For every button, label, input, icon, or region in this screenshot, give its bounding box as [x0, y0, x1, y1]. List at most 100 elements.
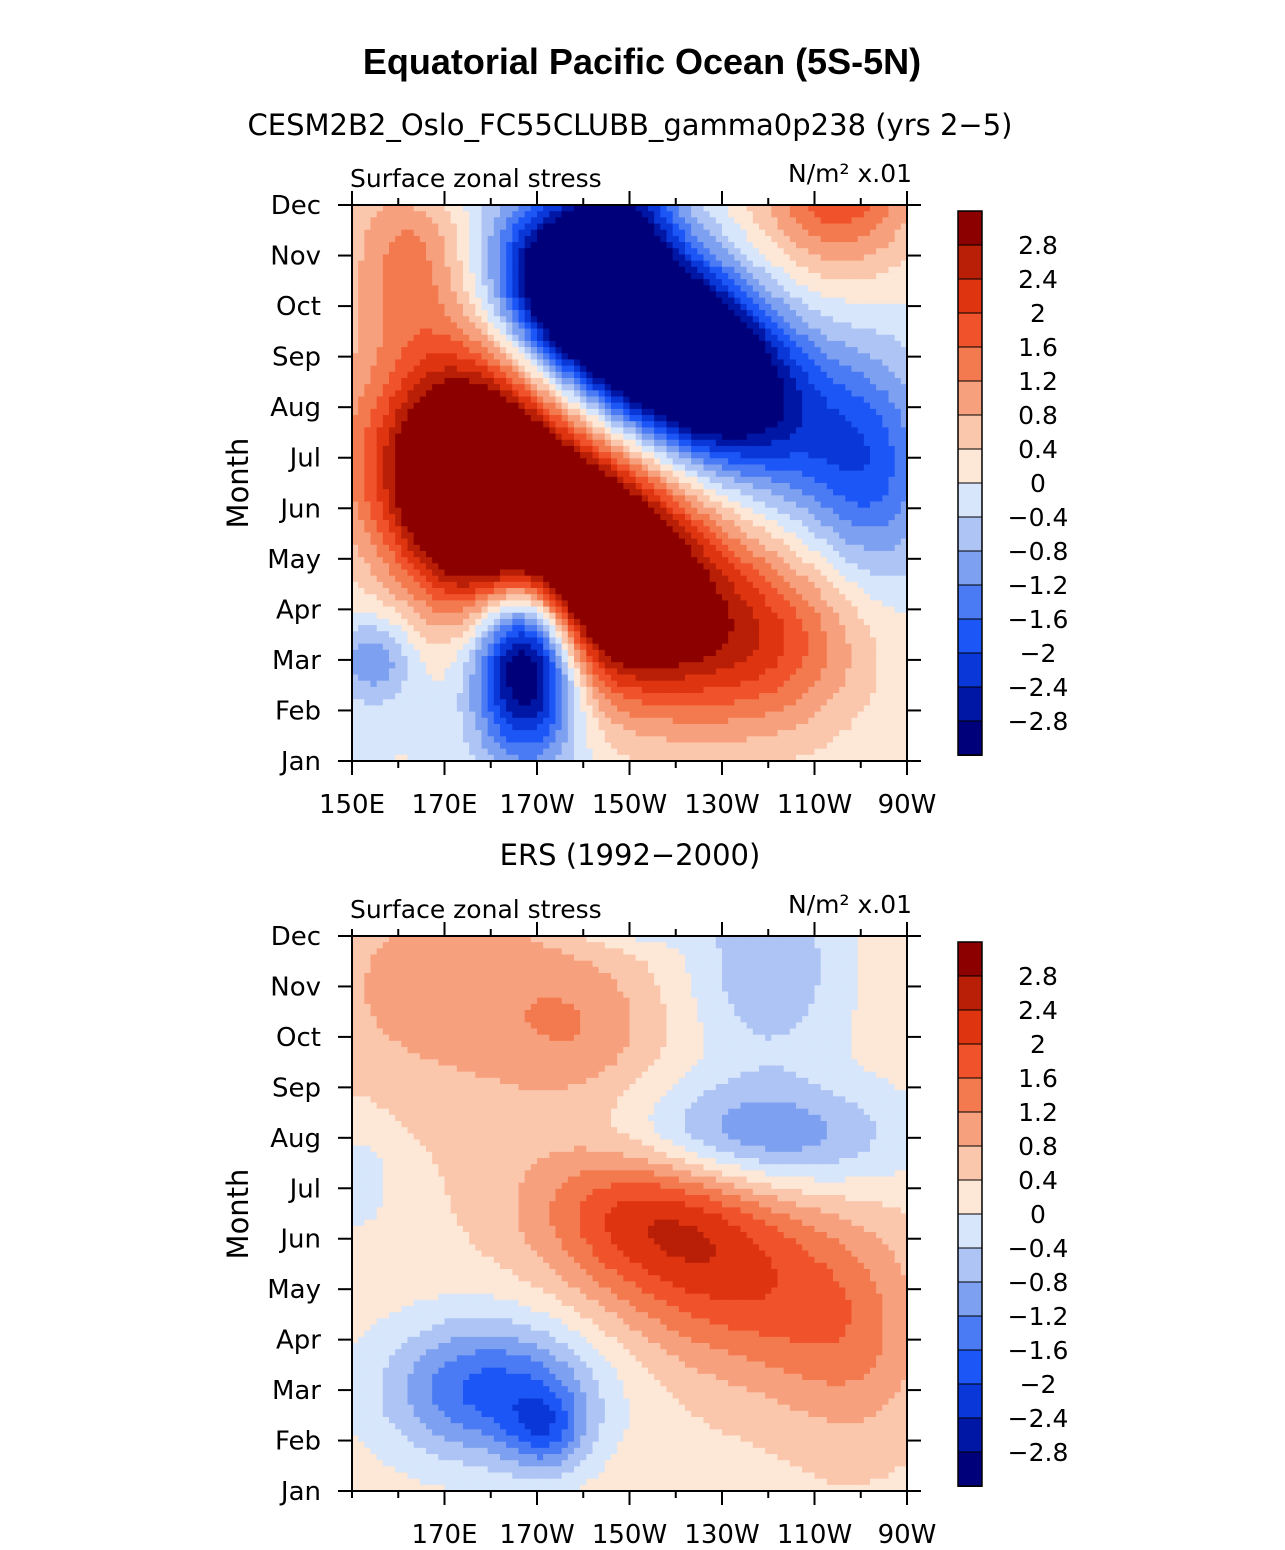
- field-cell: [518, 507, 526, 515]
- field-cell: [685, 680, 692, 688]
- field-cell: [574, 513, 581, 521]
- field-cell: [524, 260, 532, 268]
- field-cell: [641, 421, 649, 428]
- field-cell: [382, 291, 390, 299]
- field-cell: [401, 291, 409, 299]
- field-cell: [500, 328, 507, 336]
- field-cell: [506, 526, 513, 534]
- field-cell: [543, 489, 550, 496]
- field-cell: [623, 272, 631, 280]
- field-cell: [352, 699, 359, 706]
- field-cell: [475, 520, 483, 527]
- field-cell: [512, 279, 520, 286]
- field-cell: [407, 532, 415, 540]
- field-cell: [493, 723, 501, 731]
- field-cell: [401, 205, 409, 212]
- field-cell: [654, 723, 661, 731]
- field-cell: [543, 637, 550, 645]
- field-cell: [370, 674, 378, 682]
- field-cell: [382, 439, 390, 447]
- field-cell: [475, 303, 483, 311]
- field-cell: [493, 711, 501, 719]
- field-cell: [555, 340, 563, 348]
- field-cell: [419, 717, 427, 725]
- field-cell: [395, 229, 402, 237]
- field-cell: [481, 606, 489, 614]
- field-cell: [444, 662, 452, 669]
- field-cell: [456, 606, 464, 614]
- field-cell: [586, 390, 594, 398]
- field-cell: [493, 606, 501, 614]
- field-cell: [401, 316, 409, 323]
- field-cell: [604, 662, 612, 669]
- field-cell: [685, 489, 692, 496]
- field-cell: [389, 532, 396, 540]
- field-cell: [376, 711, 384, 719]
- field-cell: [641, 618, 649, 626]
- field-cell: [518, 390, 526, 398]
- field-cell: [389, 334, 396, 342]
- field-cell: [648, 458, 655, 466]
- field-cell: [463, 266, 470, 274]
- field-cell: [537, 495, 544, 503]
- field-cell: [469, 452, 476, 459]
- field-cell: [530, 291, 538, 299]
- field-cell: [685, 730, 692, 737]
- field-cell: [463, 421, 470, 428]
- field-cell: [543, 340, 550, 348]
- field-cell: [580, 340, 587, 348]
- field-cell: [426, 396, 433, 404]
- field-cell: [592, 736, 600, 744]
- field-cell: [549, 563, 557, 571]
- field-cell: [648, 606, 655, 614]
- field-cell: [592, 723, 600, 731]
- field-cell: [604, 618, 612, 626]
- field-cell: [481, 217, 489, 225]
- field-cell: [641, 464, 649, 472]
- field-cell: [419, 631, 427, 639]
- field-cell: [352, 686, 359, 694]
- field-cell: [635, 464, 643, 472]
- field-cell: [407, 674, 415, 682]
- field-cell: [376, 334, 384, 342]
- field-cell: [666, 211, 674, 218]
- field-cell: [555, 748, 563, 756]
- field-cell: [567, 415, 575, 422]
- field-cell: [438, 507, 446, 515]
- field-cell: [574, 723, 581, 731]
- field-cell: [487, 402, 495, 410]
- field-cell: [629, 211, 637, 218]
- field-cell: [463, 427, 470, 435]
- field-cell: [419, 458, 427, 466]
- field-cell: [629, 662, 637, 669]
- field-cell: [352, 205, 359, 212]
- field-cell: [450, 668, 458, 676]
- field-cell: [469, 730, 476, 737]
- field-cell: [401, 532, 409, 540]
- field-cell: [407, 297, 415, 305]
- field-cell: [426, 316, 433, 323]
- field-cell: [401, 470, 409, 478]
- field-cell: [500, 680, 507, 688]
- field-cell: [364, 693, 372, 700]
- field-cell: [580, 458, 587, 466]
- field-cell: [358, 501, 365, 509]
- field-cell: [444, 365, 452, 373]
- field-cell: [543, 606, 550, 614]
- field-cell: [567, 279, 575, 286]
- field-cell: [432, 452, 439, 459]
- field-cell: [500, 427, 507, 435]
- field-cell: [512, 730, 520, 737]
- field-cell: [500, 612, 507, 620]
- field-cell: [438, 254, 446, 262]
- field-cell: [352, 371, 359, 379]
- field-cell: [370, 538, 378, 546]
- field-cell: [586, 229, 594, 237]
- field-cell: [463, 316, 470, 323]
- field-cell: [456, 254, 464, 262]
- field-cell: [623, 476, 631, 484]
- field-cell: [654, 544, 661, 552]
- field-cell: [574, 557, 581, 564]
- field-cell: [617, 680, 624, 688]
- field-cell: [370, 711, 378, 719]
